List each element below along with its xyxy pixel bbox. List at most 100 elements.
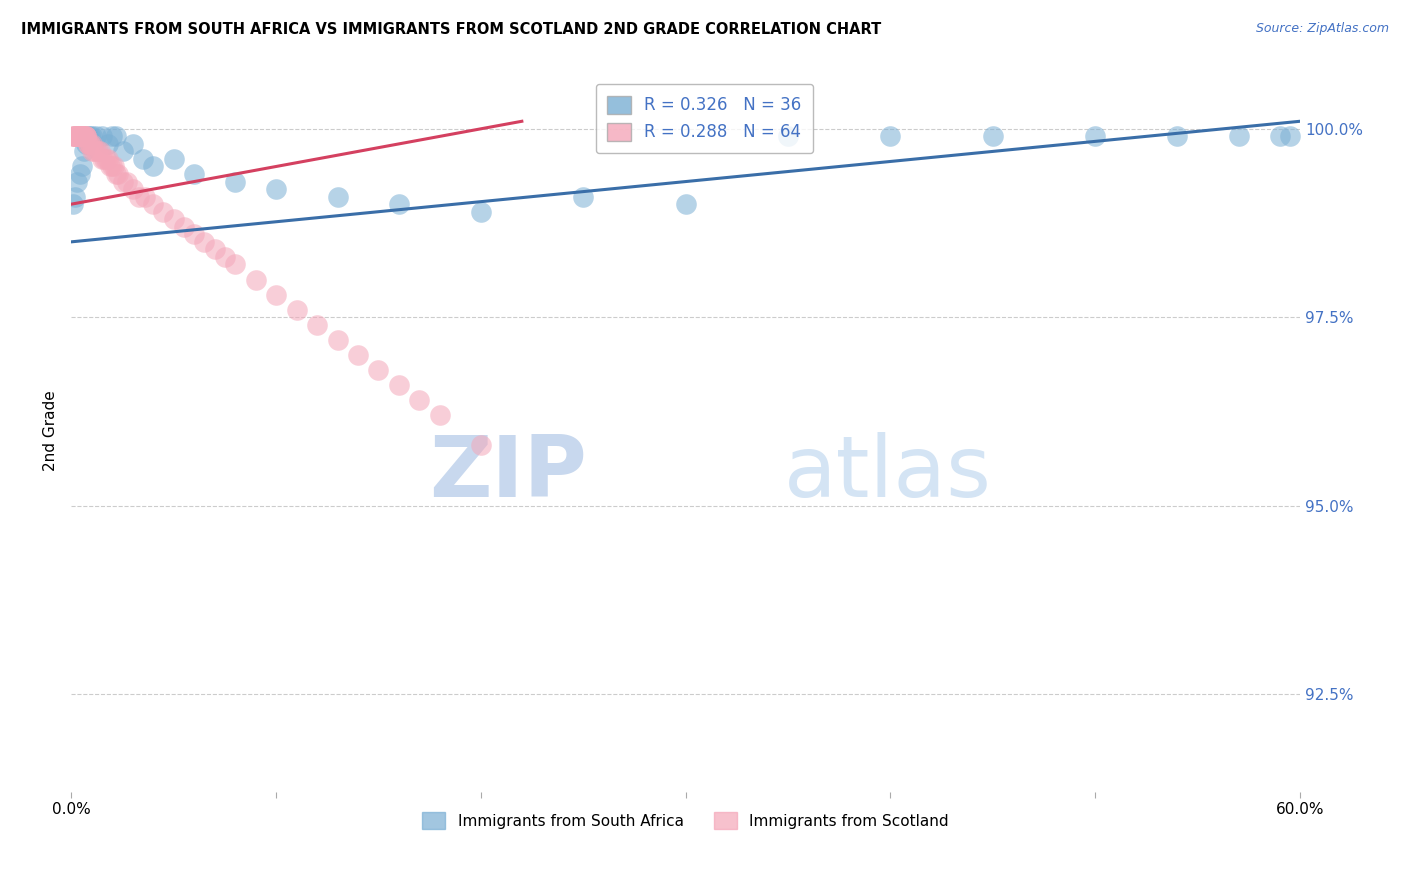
- Point: [65, 189, 87, 203]
- Point: [367, 363, 389, 377]
- Point: [121, 182, 143, 196]
- Point: [183, 167, 205, 181]
- Point: [70, 129, 93, 144]
- Point: [115, 175, 138, 189]
- Point: [326, 189, 349, 203]
- Point: [429, 408, 451, 422]
- Point: [264, 182, 287, 196]
- Point: [142, 160, 165, 174]
- Point: [76, 136, 98, 151]
- Point: [214, 250, 236, 264]
- Point: [79, 136, 101, 151]
- Point: [79, 136, 101, 151]
- Point: [101, 129, 124, 144]
- Point: [72, 145, 94, 159]
- Point: [107, 167, 129, 181]
- Point: [675, 197, 697, 211]
- Point: [89, 145, 111, 159]
- Point: [62, 129, 84, 144]
- Point: [75, 129, 97, 144]
- Point: [163, 212, 186, 227]
- Point: [224, 257, 246, 271]
- Point: [163, 152, 186, 166]
- Point: [1166, 129, 1188, 144]
- Point: [572, 189, 595, 203]
- Point: [470, 204, 492, 219]
- Point: [75, 129, 97, 144]
- Point: [183, 227, 205, 242]
- Point: [62, 197, 84, 211]
- Text: atlas: atlas: [785, 432, 993, 516]
- Point: [307, 318, 329, 332]
- Point: [70, 160, 93, 174]
- Point: [80, 136, 103, 151]
- Point: [83, 145, 105, 159]
- Point: [347, 348, 370, 362]
- Point: [66, 129, 89, 144]
- Point: [173, 219, 195, 234]
- Point: [66, 129, 89, 144]
- Point: [103, 160, 125, 174]
- Text: ZIP: ZIP: [430, 432, 588, 516]
- Point: [132, 152, 155, 166]
- Point: [97, 136, 120, 151]
- Point: [152, 204, 174, 219]
- Point: [79, 129, 101, 144]
- Point: [66, 129, 89, 144]
- Point: [326, 333, 349, 347]
- Point: [105, 167, 128, 181]
- Point: [91, 129, 114, 144]
- Point: [62, 129, 84, 144]
- Point: [470, 438, 492, 452]
- Point: [72, 129, 94, 144]
- Point: [101, 160, 124, 174]
- Point: [128, 189, 150, 203]
- Y-axis label: 2nd Grade: 2nd Grade: [44, 390, 58, 471]
- Point: [142, 197, 165, 211]
- Point: [69, 129, 91, 144]
- Point: [76, 136, 98, 151]
- Point: [69, 129, 91, 144]
- Point: [776, 129, 799, 144]
- Point: [84, 145, 107, 159]
- Point: [94, 152, 117, 166]
- Point: [285, 302, 308, 317]
- Point: [84, 129, 107, 144]
- Point: [72, 129, 94, 144]
- Point: [75, 129, 97, 144]
- Point: [204, 243, 226, 257]
- Point: [69, 167, 91, 181]
- Point: [75, 136, 97, 151]
- Point: [76, 129, 98, 144]
- Point: [981, 129, 1004, 144]
- Point: [80, 145, 103, 159]
- Point: [1227, 129, 1250, 144]
- Point: [111, 145, 134, 159]
- Point: [80, 129, 103, 144]
- Point: [97, 152, 120, 166]
- Text: IMMIGRANTS FROM SOUTH AFRICA VS IMMIGRANTS FROM SCOTLAND 2ND GRADE CORRELATION C: IMMIGRANTS FROM SOUTH AFRICA VS IMMIGRAN…: [21, 22, 882, 37]
- Point: [65, 129, 87, 144]
- Point: [408, 393, 430, 408]
- Point: [121, 136, 143, 151]
- Point: [111, 175, 134, 189]
- Text: Source: ZipAtlas.com: Source: ZipAtlas.com: [1256, 22, 1389, 36]
- Point: [87, 145, 110, 159]
- Point: [91, 152, 114, 166]
- Point: [93, 152, 115, 166]
- Point: [1268, 129, 1291, 144]
- Point: [388, 378, 411, 392]
- Point: [224, 175, 246, 189]
- Point: [1278, 129, 1301, 144]
- Point: [388, 197, 411, 211]
- Point: [72, 129, 94, 144]
- Point: [70, 129, 93, 144]
- Point: [1084, 129, 1107, 144]
- Point: [70, 129, 93, 144]
- Point: [69, 129, 91, 144]
- Point: [98, 160, 121, 174]
- Point: [66, 175, 89, 189]
- Point: [245, 272, 267, 286]
- Point: [65, 129, 87, 144]
- Legend: Immigrants from South Africa, Immigrants from Scotland: Immigrants from South Africa, Immigrants…: [416, 806, 955, 835]
